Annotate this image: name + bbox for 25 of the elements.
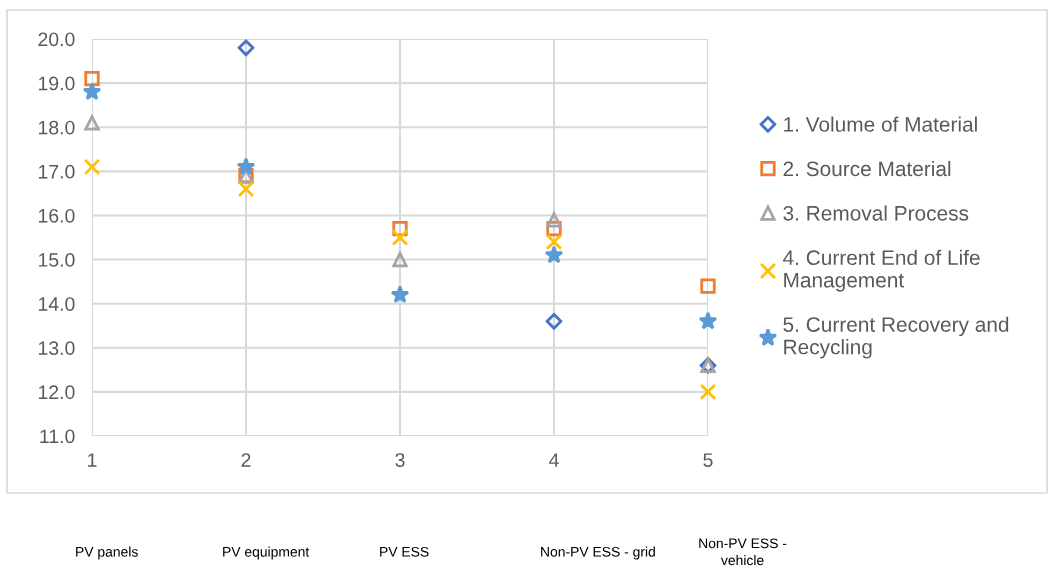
y-tick-label: 16.0 [38, 208, 75, 223]
x-tick-label: 2 [241, 453, 251, 467]
x-tick-label: 3 [395, 453, 405, 467]
x-tick-label: 1 [88, 453, 97, 467]
y-tick-label: 14.0 [38, 297, 75, 311]
y-tick-label: 13.0 [38, 341, 75, 356]
y-tick-label: 11.0 [40, 429, 75, 444]
legend-label: 4. Current End of Life Management [783, 249, 980, 292]
x-tick-label: 4 [549, 453, 559, 467]
text: Non-PV ESS - grid [541, 546, 655, 560]
y-tick-label: 19.0 [38, 76, 75, 91]
text: PV equipment [223, 546, 310, 560]
y-tick-label: 15.0 [38, 253, 75, 267]
y-tick-label: 18.0 [38, 120, 75, 135]
legend-label: 2. Source Material [783, 160, 951, 177]
y-tick-label: 17.0 [38, 164, 75, 179]
text: PV ESS [380, 546, 429, 557]
legend-label: 5. Current Recovery and Recycling [783, 316, 1009, 359]
x-tick-label: 5 [703, 453, 713, 467]
text: PV panels [76, 546, 138, 560]
legend-label: 1. Volume of Material [784, 116, 977, 132]
y-tick-label: 12.0 [38, 385, 75, 400]
legend-label: 3. Removal Process [783, 205, 969, 221]
text: Non-PV ESS - vehicle [699, 538, 787, 566]
y-tick-label: 20.0 [38, 32, 75, 47]
